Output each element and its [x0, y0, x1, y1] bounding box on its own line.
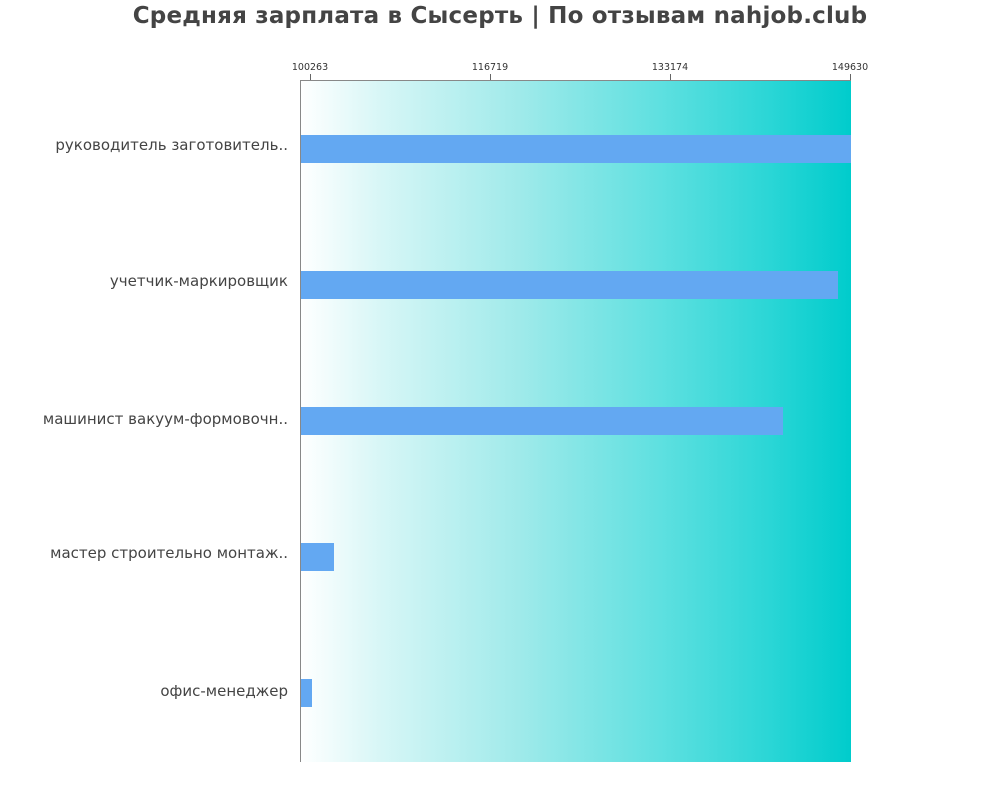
- bar: [301, 407, 783, 435]
- x-tick-mark: [670, 74, 671, 80]
- bar: [301, 271, 838, 299]
- x-tick-label: 116719: [471, 62, 509, 73]
- x-tick-mark: [310, 74, 311, 80]
- x-tick-mark: [490, 74, 491, 80]
- bar: [301, 679, 312, 707]
- category-label: учетчик-маркировщик: [109, 272, 288, 290]
- category-label: машинист вакуум-формовочн..: [42, 410, 288, 428]
- category-label: офис-менеджер: [160, 682, 288, 700]
- chart-title: Средняя зарплата в Сысерть | По отзывам …: [132, 3, 868, 29]
- bar: [301, 543, 334, 571]
- x-tick-label: 149630: [831, 62, 869, 73]
- category-label: руководитель заготовитель..: [55, 136, 288, 154]
- x-tick-label: 133174: [651, 62, 689, 73]
- bar: [301, 135, 851, 163]
- x-tick-label: 100263: [291, 62, 329, 73]
- x-tick-mark: [850, 74, 851, 80]
- y-axis-line: [300, 80, 301, 762]
- category-label: мастер строительно монтаж..: [50, 544, 288, 562]
- x-axis-line: [300, 80, 851, 81]
